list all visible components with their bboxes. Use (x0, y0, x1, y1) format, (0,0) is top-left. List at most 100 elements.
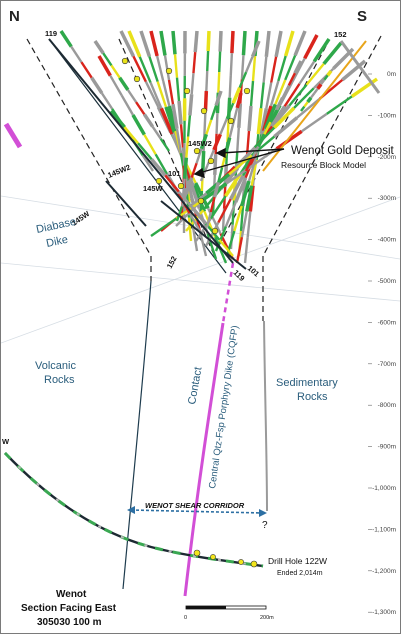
drill-trace-segment (228, 75, 232, 98)
drill-trace-segment (219, 118, 228, 135)
drill-trace-segment (199, 164, 209, 182)
drill-trace-segment (200, 182, 228, 203)
drill-trace-segment (215, 113, 219, 134)
drill-trace-segment (235, 236, 244, 264)
drill-trace-segment (195, 148, 203, 164)
drill-trace-segment (218, 51, 222, 73)
resource-block-outline (26, 35, 382, 321)
drill-trace-segment (203, 110, 207, 132)
drill-trace-segment (226, 119, 230, 143)
drill-trace-segment (305, 63, 325, 86)
drill-trace-segment (350, 77, 378, 98)
drill-trace-segment (155, 55, 165, 82)
drill-trace-segment (187, 217, 193, 242)
depth-label: -1,100m (372, 526, 396, 533)
drill-trace-segment (293, 30, 307, 57)
drill-trace-segment (110, 64, 121, 79)
drill-trace-segment (235, 92, 243, 109)
drill-trace-segment (232, 107, 239, 124)
gold-intercept-marker (121, 57, 129, 65)
drill-trace-segment (269, 80, 280, 107)
drill-trace-segment (171, 30, 177, 55)
drill-trace-segment (185, 177, 194, 193)
drill-trace-segment (163, 55, 171, 81)
hole-label-145w2-b: 145W2 (106, 163, 131, 180)
drill-trace-segment (141, 154, 155, 172)
drill-trace-segment (132, 55, 147, 83)
drill-trace-segment (175, 128, 183, 154)
drill-trace-segment (120, 94, 135, 116)
drill-trace-segment (137, 142, 153, 161)
drill-trace-segment (59, 30, 73, 48)
hole-label-101-b: 101 (246, 264, 261, 279)
drill-trace-segment (249, 80, 255, 107)
cqfp-dike-dashed (221, 262, 235, 324)
gold-intercept-marker (243, 87, 251, 95)
drill-trace-segment (236, 127, 240, 153)
drill-trace-segment (188, 212, 203, 234)
depth-label: -400m (378, 237, 396, 244)
drill-trace-segment (291, 57, 306, 83)
drill-trace-segment (202, 188, 222, 211)
drill-trace-segment (259, 82, 265, 109)
drill-trace-segment (265, 82, 273, 109)
drill-trace-segment (177, 190, 194, 209)
drill-trace-segment (270, 56, 278, 83)
drill-trace-segment (190, 162, 198, 179)
sedimentary-label-line1: Sedimentary (276, 377, 338, 389)
drill-trace-segment (310, 92, 316, 99)
drill-trace-segment (326, 69, 333, 77)
drill-trace-segment (175, 206, 184, 222)
depth-label: -800m (378, 402, 396, 409)
gold-intercept-marker (211, 227, 219, 235)
depth-label: -200m (378, 154, 396, 161)
drill-trace-segment (182, 157, 189, 179)
drill-trace-segment (263, 103, 277, 130)
drill-trace-segment (93, 40, 105, 55)
drill-trace-segment (239, 180, 251, 207)
deep-drill-holes (48, 38, 247, 270)
drill-trace-segment (322, 41, 343, 66)
hole-label-119-b: 119 (232, 268, 247, 283)
sedimentary-label-line2: Rocks (297, 391, 328, 403)
drill-trace-segment (233, 205, 243, 232)
drill-trace-segment (144, 81, 160, 108)
drill-trace-segment (224, 172, 242, 198)
drill-trace-segment (263, 121, 272, 135)
scale-bar: 0 200m (184, 605, 274, 621)
section-title-line1: Wenot (56, 589, 87, 600)
drill-trace-segment (245, 185, 254, 212)
drill-trace-segment (159, 107, 174, 135)
drill-trace-segment (143, 134, 157, 155)
drill-trace-segment (225, 102, 235, 120)
drill-hole-fan (59, 30, 381, 264)
drill-trace-segment (209, 196, 216, 213)
drill-trace-segment (97, 55, 112, 77)
drill-trace-segment (313, 88, 319, 94)
callout-subtitle: Resource Block Model (281, 160, 366, 170)
drill-trace-segment (191, 226, 199, 252)
drill-trace-segment (247, 155, 258, 182)
drill-trace-segment (118, 76, 130, 91)
drill-trace-segment (341, 59, 367, 82)
depth-label: -1,300m (372, 609, 396, 616)
background-lines (1, 195, 400, 344)
shear-corridor-arrow (127, 506, 267, 517)
depth-label: -900m (378, 444, 396, 451)
drill-trace-segment (228, 122, 235, 138)
drill-trace-segment (229, 53, 234, 76)
drill-hole-122w-label: Drill Hole 122W (268, 556, 327, 566)
diabase-label-line1: Diabase (35, 216, 77, 236)
drill-trace-segment (316, 83, 323, 90)
gold-intercept-marker (193, 147, 201, 155)
drill-trace-segment (240, 211, 248, 238)
diabase-dike-line (48, 38, 227, 274)
gold-intercept-marker (177, 182, 185, 190)
drill-trace-segment (234, 177, 248, 203)
drill-trace-segment (339, 40, 381, 94)
drill-trace-segment (251, 146, 260, 160)
drill-trace-segment (135, 101, 146, 116)
drill-trace-segment (100, 92, 114, 110)
